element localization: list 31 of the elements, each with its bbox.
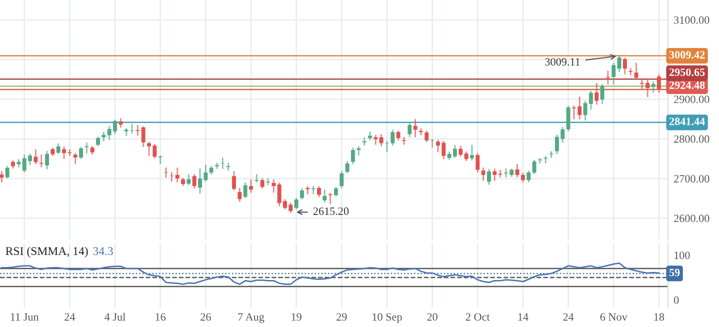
ref-line-label: 2950.65: [669, 68, 705, 76]
ref-line-label: 2924.48: [669, 81, 705, 90]
y-tick-label: 2600.00: [674, 214, 710, 222]
ref-line-label: 59: [669, 268, 680, 276]
category-label: 20: [427, 313, 438, 321]
category-label: 2 Oct: [466, 313, 490, 321]
category-label: 7 Aug: [238, 313, 264, 323]
category-label: 11 Jun: [10, 313, 39, 321]
category-label: 29: [336, 313, 347, 321]
y-tick-label: 2700.00: [674, 174, 710, 183]
chart-subtitle: 34.3: [93, 247, 113, 256]
ref-line-label: 3009.42: [669, 51, 705, 59]
category-label: 16: [156, 313, 166, 321]
category-label: 24: [64, 313, 76, 321]
y-tick-label: 100: [674, 252, 690, 260]
y-tick-label: 2800.00: [674, 135, 710, 143]
y-tick-label: 2900.00: [674, 96, 710, 104]
ref-line-label: 2841.44: [669, 118, 705, 126]
category-label: 19: [292, 313, 302, 321]
annotation: 2615.20: [313, 207, 349, 215]
annotation: 3009.11: [545, 58, 580, 66]
y-tick-label: 0: [674, 296, 679, 304]
category-label: 14: [518, 313, 528, 321]
category-label: 10 Sep: [372, 313, 402, 323]
y-tick-label: 3100.00: [674, 16, 710, 24]
chart-title: RSI (SMMA, 14): [6, 246, 88, 258]
category-label: 24: [563, 313, 574, 321]
category-label: 18: [654, 313, 664, 321]
category-label: 6 Nov: [600, 313, 628, 321]
category-label: 4 Jul: [104, 312, 126, 321]
category-label: 26: [200, 313, 211, 321]
